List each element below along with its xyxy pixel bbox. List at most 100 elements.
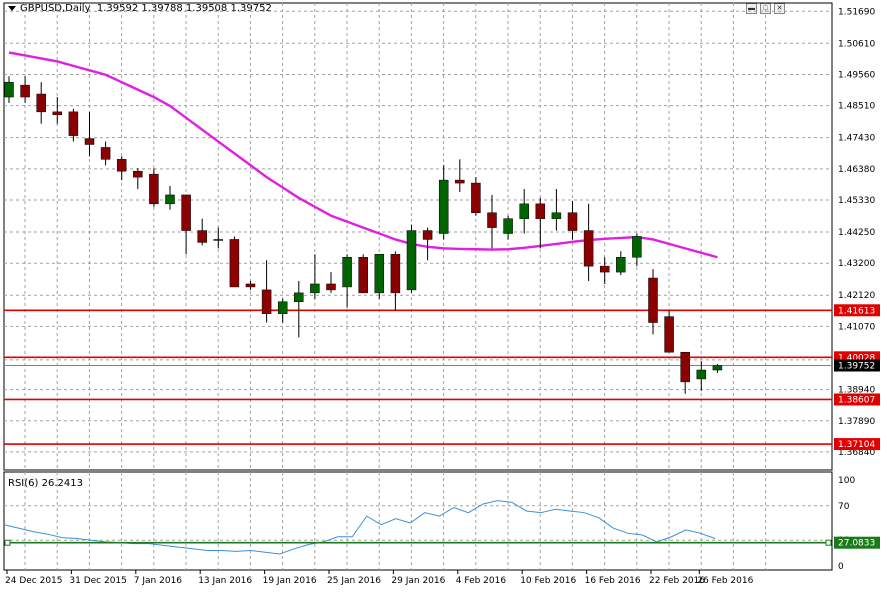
grid-layer <box>3 2 833 571</box>
symbol-label: GBPUSD,Daily <box>20 3 91 14</box>
bear-candle <box>68 111 79 136</box>
bear-candle <box>664 316 674 353</box>
bear-candle <box>133 170 143 178</box>
level-tag-label: 1.41613 <box>838 306 875 316</box>
bull-candle <box>213 239 224 241</box>
bear-candle <box>245 283 256 288</box>
bear-candle <box>358 257 368 294</box>
bear-candle <box>20 84 30 98</box>
bull-candle <box>4 81 14 98</box>
bear-candle <box>648 277 658 323</box>
rsi-layer <box>3 500 832 555</box>
bear-candle <box>326 283 336 291</box>
price-tick-label: 1.44250 <box>838 228 875 238</box>
current-price-label: 1.39752 <box>838 362 875 372</box>
price-tick-label: 1.48510 <box>838 102 875 112</box>
bear-candle <box>261 289 272 314</box>
bear-candle <box>229 239 240 288</box>
x-tick-label: 4 Feb 2016 <box>456 576 507 586</box>
x-tick-label: 16 Feb 2016 <box>585 576 641 586</box>
x-tick-label: 10 Feb 2016 <box>520 576 576 586</box>
level-tag-label: 1.40028 <box>838 353 875 363</box>
rsi-line <box>3 500 716 555</box>
bear-candle <box>390 254 401 294</box>
price-tick-label: 1.42120 <box>838 291 875 301</box>
bear-candle <box>680 351 690 383</box>
level-tag-label: 1.38607 <box>838 395 875 405</box>
bull-candle <box>310 283 320 294</box>
bear-candle <box>52 111 63 116</box>
bear-candle <box>100 147 111 160</box>
bull-candle <box>519 203 529 219</box>
x-tick-label: 22 Feb 2016 <box>649 576 705 586</box>
bear-candle <box>455 179 465 184</box>
price-tick-label: 1.43200 <box>838 259 875 269</box>
rsi-pane-frame <box>3 471 833 571</box>
rsi-level-label: 27.0833 <box>838 539 875 549</box>
bear-candle <box>36 93 46 113</box>
bull-candle <box>503 218 513 234</box>
dropdown-triangle-icon[interactable] <box>8 5 16 11</box>
level-tag <box>834 438 880 451</box>
x-tick-label: 26 Feb 2016 <box>697 576 753 586</box>
level-tag <box>834 304 880 317</box>
chart-header: GBPUSD,Daily 1.39592 1.39788 1.39508 1.3… <box>8 3 272 14</box>
rsi-level-handle <box>825 539 832 546</box>
x-tick-label: 31 Dec 2015 <box>69 576 127 586</box>
bull-candle <box>294 292 304 303</box>
x-tick-label: 24 Dec 2015 <box>5 576 63 586</box>
current-price-tag <box>834 359 880 372</box>
bear-candle <box>422 230 433 240</box>
bear-candle <box>471 182 481 213</box>
bull-candle <box>277 301 288 314</box>
x-tick-label: 29 Jan 2016 <box>391 576 445 586</box>
bull-candle <box>438 179 449 234</box>
price-tick-label: 1.49560 <box>838 70 875 80</box>
price-tick-label: 1.45330 <box>838 196 875 206</box>
price-tick-label: 1.51690 <box>838 7 875 17</box>
x-tick-label: 7 Jan 2016 <box>134 576 182 586</box>
x-tick-label: 13 Jan 2016 <box>198 576 252 586</box>
x-tick-label: 19 Jan 2016 <box>263 576 317 586</box>
bear-candle <box>535 203 546 219</box>
bull-candle <box>632 236 642 258</box>
bear-candle <box>583 230 594 267</box>
axis-layer: 1.51690 1.50610 1.49560 1.48510 1.47430 1.463… <box>5 7 880 586</box>
ohlc-label: 1.39592 1.39788 1.39508 1.39752 <box>96 3 272 14</box>
price-tick-label: 1.46380 <box>838 165 875 175</box>
rsi-header: RSI(6) 26.2413 <box>8 478 83 489</box>
rsi-tick-label: 0 <box>838 562 844 572</box>
level-tag <box>834 393 880 406</box>
rsi-tick-label: 70 <box>838 502 850 512</box>
bear-candle <box>567 212 578 231</box>
bull-candle <box>712 365 723 371</box>
price-layer <box>4 51 832 445</box>
price-tick-label: 1.36840 <box>838 448 875 458</box>
price-tick-label: 1.38940 <box>838 386 875 396</box>
price-tick-label: 1.37890 <box>838 417 875 427</box>
price-tick-label: 1.50610 <box>838 39 875 49</box>
bear-candle <box>181 194 191 231</box>
rsi-level-handle <box>4 539 11 546</box>
bull-candle <box>374 254 385 294</box>
bear-candle <box>149 173 159 205</box>
bear-candle <box>599 265 610 273</box>
bear-candle <box>487 212 497 228</box>
bull-candle <box>342 257 352 288</box>
price-tick-label: 1.41070 <box>838 322 875 332</box>
bull-candle <box>696 369 707 380</box>
bull-candle <box>406 230 417 291</box>
bear-candle <box>116 159 127 172</box>
rsi-level-tag <box>834 536 880 549</box>
bear-candle <box>84 138 95 145</box>
moving-average-line <box>8 51 718 259</box>
level-tag-label: 1.37104 <box>838 440 875 450</box>
x-tick-label: 25 Jan 2016 <box>327 576 381 586</box>
bull-candle <box>165 194 175 205</box>
bull-candle <box>551 212 562 219</box>
bear-candle <box>197 230 207 243</box>
rsi-tick-label: 100 <box>838 476 855 486</box>
price-pane-frame <box>3 2 833 471</box>
bull-candle <box>616 257 626 273</box>
